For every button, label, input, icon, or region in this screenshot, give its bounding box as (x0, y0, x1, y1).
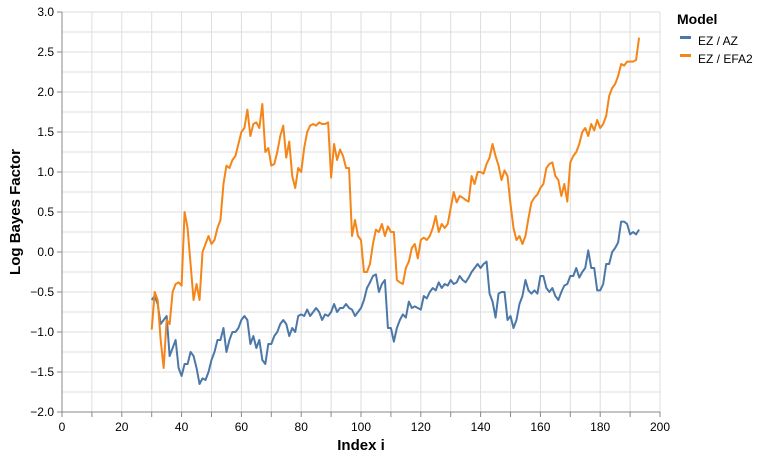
x-tick-label: 60 (235, 420, 249, 434)
y-tick-label: 0.0 (37, 245, 54, 259)
legend-label: EZ / EFA2 (698, 52, 753, 66)
y-tick-label: 1.0 (37, 165, 54, 179)
y-tick-label: −0.5 (30, 285, 54, 299)
legend: Model EZ / AZ EZ / EFA2 (677, 11, 753, 66)
y-tick-label: −2.0 (30, 405, 54, 419)
x-tick-label: 100 (351, 420, 371, 434)
y-axis-title: Log Bayes Factor (7, 149, 24, 275)
legend-swatch (680, 54, 691, 57)
y-tick-label: 2.5 (37, 45, 54, 59)
x-axis-title: Index i (337, 437, 385, 454)
x-tick-label: 120 (411, 420, 431, 434)
y-tick-label: 1.5 (37, 125, 54, 139)
grid (61, 11, 661, 413)
legend-swatch (680, 36, 691, 39)
legend-title: Model (677, 11, 717, 27)
series-line-ez-efa2 (150, 37, 641, 369)
x-tick-label: 0 (59, 420, 66, 434)
x-tick-label: 200 (650, 420, 670, 434)
x-tick-label: 160 (530, 420, 550, 434)
y-tick-label: −1.5 (30, 365, 54, 379)
legend-label: EZ / AZ (698, 34, 738, 48)
x-tick-label: 80 (295, 420, 309, 434)
y-tick-label: 0.5 (37, 205, 54, 219)
x-tick-label: 140 (471, 420, 491, 434)
y-tick-label: 2.0 (37, 85, 54, 99)
y-tick-label: −1.0 (30, 325, 54, 339)
axes: 0 20 40 60 80 100 120 140 160 180 200 −2.0 −1.5 −1.0 −… (30, 5, 670, 434)
x-tick-label: 180 (590, 420, 610, 434)
x-tick-label: 40 (175, 420, 189, 434)
series-layer (150, 37, 641, 385)
y-tick-label: 3.0 (37, 5, 54, 19)
x-tick-label: 20 (115, 420, 129, 434)
series-line-ez-az (150, 220, 640, 385)
